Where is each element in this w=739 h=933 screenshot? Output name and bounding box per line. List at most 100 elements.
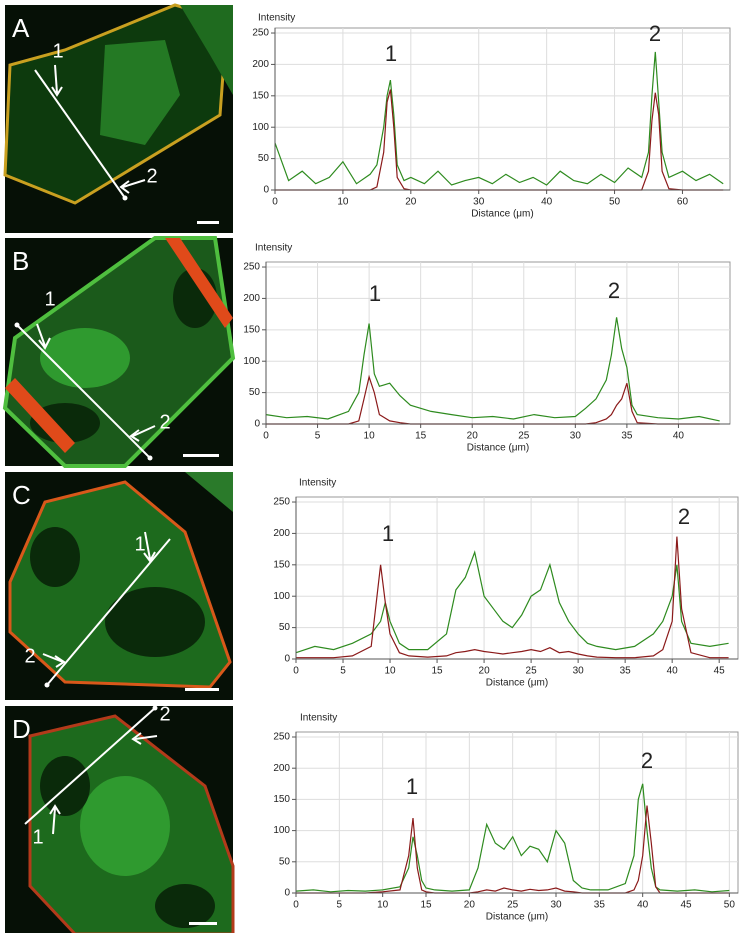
image-label: 2	[159, 411, 170, 433]
x-tick-label: 20	[405, 197, 417, 208]
x-tick-label: 60	[677, 197, 689, 208]
peak-label: 1	[382, 521, 394, 546]
y-tick-label: 150	[252, 90, 269, 101]
y-axis-label: Intensity	[300, 713, 337, 724]
x-tick-label: 0	[272, 197, 278, 208]
peak-label: 2	[649, 21, 661, 46]
micrograph	[5, 472, 233, 700]
y-tick-label: 0	[284, 888, 290, 899]
y-tick-label: 50	[258, 153, 270, 164]
x-tick-label: 30	[473, 197, 485, 208]
x-axis-label: Distance (μm)	[471, 209, 533, 220]
profile-line	[265, 317, 720, 422]
x-tick-label: 5	[337, 900, 343, 911]
micrograph	[3, 3, 233, 233]
peak-label: 1	[369, 281, 381, 306]
peak-label: 2	[678, 504, 690, 529]
profile-line	[295, 783, 730, 893]
y-tick-label: 0	[284, 654, 290, 665]
y-axis-label: Intensity	[255, 243, 292, 254]
x-tick-label: 40	[673, 431, 685, 442]
x-axis-label: Distance (μm)	[467, 443, 529, 454]
y-tick-label: 50	[249, 387, 261, 398]
x-axis-label: Distance (μm)	[486, 912, 548, 923]
x-tick-label: 50	[724, 900, 736, 911]
x-axis-label: Distance (μm)	[486, 678, 548, 689]
plot-area	[274, 27, 731, 191]
x-tick-label: 10	[364, 431, 376, 442]
x-tick-label: 40	[541, 197, 553, 208]
peak-label: 1	[385, 41, 397, 66]
image-label: 1	[52, 40, 63, 62]
y-axis-label: Intensity	[299, 478, 336, 489]
image-label: 1	[32, 826, 43, 848]
y-tick-label: 200	[243, 293, 260, 304]
x-tick-label: 40	[637, 900, 649, 911]
y-tick-label: 100	[252, 122, 269, 133]
plot-area	[265, 261, 731, 425]
x-tick-label: 30	[573, 666, 585, 677]
x-tick-label: 35	[621, 431, 633, 442]
y-tick-label: 200	[273, 763, 290, 774]
x-tick-label: 10	[337, 197, 349, 208]
y-tick-label: 50	[279, 622, 291, 633]
image-label: 1	[44, 288, 55, 310]
plot-area	[295, 496, 739, 660]
x-tick-label: 35	[594, 900, 606, 911]
y-tick-label: 150	[273, 559, 290, 570]
y-tick-label: 150	[243, 324, 260, 335]
y-tick-label: 150	[273, 794, 290, 805]
x-tick-label: 15	[432, 666, 444, 677]
profile-line	[296, 805, 730, 894]
x-tick-label: 5	[340, 666, 346, 677]
x-tick-label: 45	[680, 900, 692, 911]
x-tick-label: 0	[293, 900, 299, 911]
image-label: 1	[134, 533, 145, 555]
x-tick-label: 40	[667, 666, 679, 677]
x-tick-label: 25	[518, 431, 530, 442]
x-tick-label: 15	[420, 900, 432, 911]
y-tick-label: 200	[273, 528, 290, 539]
x-tick-label: 10	[384, 666, 396, 677]
x-tick-label: 0	[293, 666, 299, 677]
x-tick-label: 5	[315, 431, 321, 442]
profile-line	[296, 536, 729, 659]
y-tick-label: 100	[273, 591, 290, 602]
panel-letter: C	[12, 480, 31, 510]
y-tick-label: 50	[279, 856, 291, 867]
x-tick-label: 25	[526, 666, 538, 677]
y-tick-label: 250	[273, 732, 290, 743]
peak-label: 2	[641, 748, 653, 773]
y-tick-label: 250	[243, 262, 260, 273]
x-tick-label: 25	[507, 900, 519, 911]
y-tick-label: 250	[273, 497, 290, 508]
x-tick-label: 35	[620, 666, 632, 677]
image-label: 2	[146, 165, 157, 187]
x-tick-label: 20	[464, 900, 476, 911]
plot-area	[295, 731, 739, 894]
panel-letter: B	[12, 246, 29, 276]
y-tick-label: 200	[252, 59, 269, 70]
y-axis-label: Intensity	[258, 13, 295, 24]
y-tick-label: 0	[254, 419, 260, 430]
x-tick-label: 50	[609, 197, 621, 208]
x-tick-label: 45	[714, 666, 726, 677]
y-tick-label: 250	[252, 28, 269, 39]
y-tick-label: 0	[263, 185, 269, 196]
y-tick-label: 100	[243, 356, 260, 367]
micrograph	[5, 705, 235, 933]
x-tick-label: 20	[467, 431, 479, 442]
peak-label: 2	[608, 278, 620, 303]
micrograph	[2, 236, 236, 468]
x-tick-label: 30	[570, 431, 582, 442]
x-tick-label: 30	[550, 900, 562, 911]
x-tick-label: 20	[479, 666, 491, 677]
y-tick-label: 100	[273, 825, 290, 836]
image-label: 2	[159, 703, 170, 725]
peak-label: 1	[406, 774, 418, 799]
profile-line	[274, 51, 724, 186]
panel-letter: D	[12, 714, 31, 744]
image-label: 2	[24, 645, 35, 667]
panel-letter: A	[12, 13, 30, 43]
